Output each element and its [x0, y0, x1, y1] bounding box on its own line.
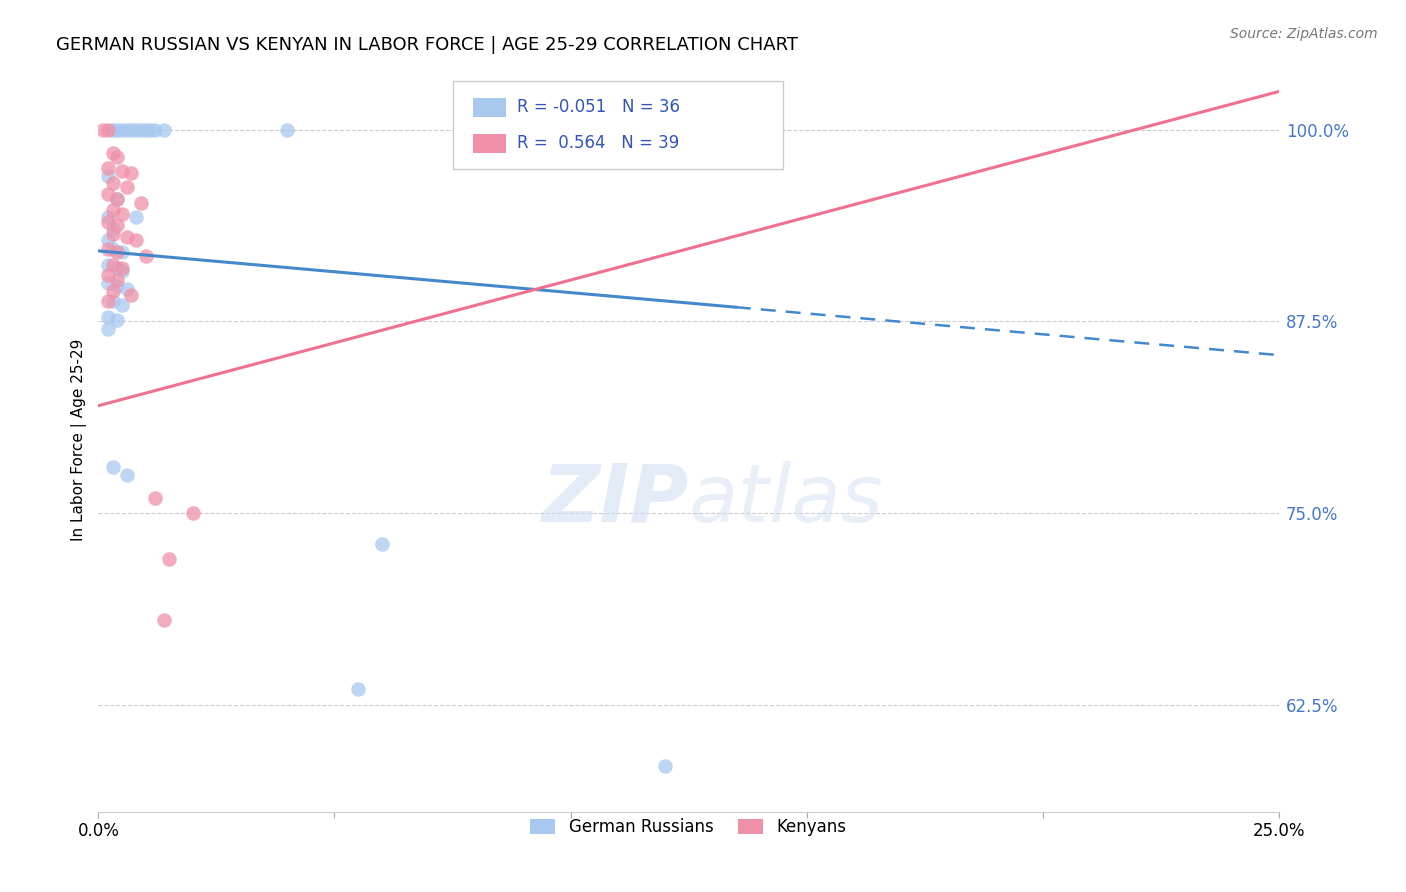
Point: [105, 279, 128, 293]
Point: [101, 227, 124, 241]
Point: [97, 258, 120, 272]
Point: [105, 218, 128, 232]
Point: [135, 123, 157, 137]
Point: [120, 123, 142, 137]
Point: [111, 207, 134, 221]
Point: [710, 123, 733, 137]
Point: [101, 222, 124, 236]
Point: [129, 196, 152, 211]
Point: [101, 284, 124, 298]
Point: [654, 759, 676, 773]
Point: [111, 245, 134, 260]
Point: [97, 310, 120, 324]
Point: [97, 233, 120, 247]
Point: [111, 164, 134, 178]
Point: [97, 243, 120, 257]
Point: [276, 123, 298, 137]
Point: [97, 123, 120, 137]
Point: [115, 230, 138, 244]
Point: [101, 202, 124, 217]
Point: [101, 243, 124, 257]
FancyBboxPatch shape: [453, 81, 783, 169]
Point: [101, 258, 124, 272]
Point: [125, 233, 148, 247]
Point: [101, 294, 124, 309]
Point: [115, 282, 138, 296]
Point: [101, 123, 124, 137]
Point: [111, 297, 134, 311]
Point: [181, 506, 204, 520]
Point: [115, 179, 138, 194]
Point: [111, 123, 134, 137]
Point: [97, 294, 120, 309]
Point: [702, 123, 724, 137]
Point: [143, 123, 166, 137]
Point: [105, 313, 128, 327]
Point: [97, 322, 120, 336]
Point: [97, 268, 120, 283]
Point: [370, 536, 392, 550]
Point: [111, 264, 134, 278]
Text: ZIP: ZIP: [541, 460, 689, 539]
Point: [105, 245, 128, 260]
Point: [347, 682, 370, 697]
Point: [105, 192, 128, 206]
Point: [125, 123, 148, 137]
Point: [101, 145, 124, 160]
Point: [129, 123, 152, 137]
Point: [101, 460, 124, 475]
Bar: [472, 97, 506, 117]
Point: [105, 273, 128, 287]
Legend: German Russians, Kenyans: German Russians, Kenyans: [522, 810, 855, 845]
Point: [157, 552, 180, 566]
Point: [101, 177, 124, 191]
Point: [97, 210, 120, 224]
Point: [125, 210, 148, 224]
Y-axis label: In Labor Force | Age 25-29: In Labor Force | Age 25-29: [72, 339, 87, 541]
Bar: [472, 134, 506, 153]
Point: [105, 192, 128, 206]
Point: [153, 123, 176, 137]
Point: [97, 276, 120, 290]
Point: [97, 169, 120, 183]
Text: R = -0.051   N = 36: R = -0.051 N = 36: [517, 97, 681, 116]
Point: [139, 123, 162, 137]
Point: [115, 123, 138, 137]
Point: [97, 161, 120, 176]
Point: [115, 467, 138, 482]
Point: [97, 187, 120, 202]
Point: [120, 166, 142, 180]
Point: [120, 288, 142, 302]
Text: Source: ZipAtlas.com: Source: ZipAtlas.com: [1230, 27, 1378, 41]
Point: [105, 123, 128, 137]
Point: [105, 260, 128, 275]
Point: [111, 260, 134, 275]
Point: [143, 491, 166, 505]
Point: [97, 215, 120, 229]
Point: [135, 248, 157, 262]
Point: [91, 123, 114, 137]
Point: [105, 150, 128, 164]
Text: atlas: atlas: [689, 460, 883, 539]
Text: R =  0.564   N = 39: R = 0.564 N = 39: [517, 134, 679, 152]
Point: [153, 613, 176, 627]
Text: GERMAN RUSSIAN VS KENYAN IN LABOR FORCE | AGE 25-29 CORRELATION CHART: GERMAN RUSSIAN VS KENYAN IN LABOR FORCE …: [56, 36, 799, 54]
